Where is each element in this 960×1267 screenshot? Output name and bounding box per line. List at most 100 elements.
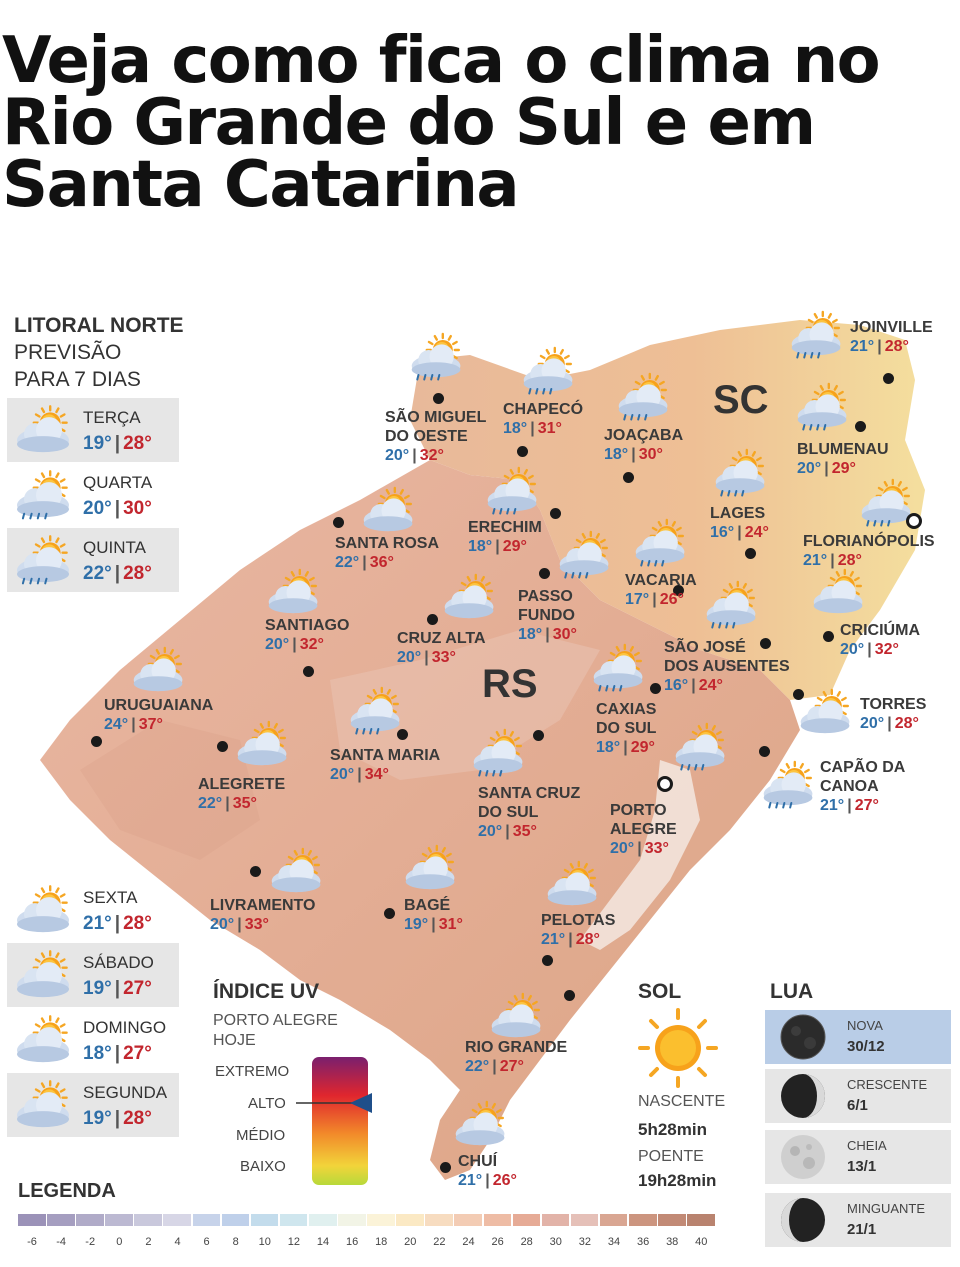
legend-tick: 16 [345, 1236, 359, 1248]
city-marker-icon[interactable] [542, 955, 553, 966]
city-marker-icon[interactable] [533, 730, 544, 741]
city-rio-grande[interactable]: RIO GRANDE 22° | 27° [465, 1038, 567, 1076]
city-max: 24° [744, 524, 769, 541]
city-porto-alegre[interactable]: PORTO ALEGRE 20° | 33° [610, 801, 677, 858]
city-marker-icon[interactable] [564, 990, 575, 1001]
city-marker-icon[interactable] [303, 666, 314, 677]
city-lages[interactable]: LAGES 16° | 24° [710, 504, 769, 542]
forecast-day-temps: 19° | 28° [83, 1108, 152, 1129]
city-temps: 18° | 30° [518, 626, 577, 643]
sun-rain-icon [520, 346, 578, 400]
city-livramento[interactable]: LIVRAMENTO 20° | 33° [210, 896, 315, 934]
city-max: 31° [537, 420, 562, 437]
city-marker-icon[interactable] [384, 908, 395, 919]
uv-level-extremo: EXTREMO [215, 1063, 290, 1080]
partly-cloudy-icon [797, 688, 855, 742]
forecast-day-1: QUARTA 20° | 30° [7, 463, 179, 527]
city-caxias-do-sul[interactable]: CAXIAS DO SUL 18° | 29° [596, 700, 656, 757]
city-marker-icon[interactable] [793, 689, 804, 700]
city-chapeco[interactable]: CHAPECÓ 18° | 31° [503, 400, 583, 438]
city-temps: 21° | 28° [803, 552, 862, 569]
city-min: 20° [797, 460, 822, 477]
city-marker-icon[interactable] [673, 585, 684, 596]
city-marker-icon[interactable] [855, 421, 866, 432]
city-marker-icon[interactable] [650, 683, 661, 694]
city-marker-icon[interactable] [517, 446, 528, 457]
sun-rain-icon [760, 760, 818, 814]
city-marker-icon[interactable] [539, 568, 550, 579]
city-pelotas[interactable]: PELOTAS 21° | 28° [541, 911, 615, 949]
city-joinville[interactable]: JOINVILLE 21° | 28° [850, 318, 933, 356]
city-marker-icon[interactable] [333, 517, 344, 528]
city-sao-jose-dos-ausentes[interactable]: SÃO JOSÉ DOS AUSENTES 16° | 24° [664, 638, 790, 695]
legend-tick: 4 [174, 1236, 181, 1248]
city-blumenau[interactable]: BLUMENAU 20° | 29° [797, 440, 889, 478]
city-marker-icon[interactable] [440, 1162, 451, 1173]
city-max: 31° [438, 916, 463, 933]
city-max: 32° [874, 641, 899, 658]
city-min: 19° [404, 916, 429, 933]
city-marker-icon[interactable] [759, 746, 770, 757]
city-vacaria[interactable]: VACARIA 17° | 26° [625, 571, 697, 609]
city-capao-da-canoa[interactable]: CAPÃO DA CANOA 21° | 27° [820, 758, 905, 815]
capital-marker-icon[interactable] [657, 776, 673, 792]
city-temps: 20° | 32° [840, 641, 899, 658]
partly-cloudy-icon [13, 1014, 75, 1070]
city-min: 18° [503, 420, 528, 437]
city-santa-rosa[interactable]: SANTA ROSA 22° | 36° [335, 534, 439, 572]
forecast-day-name: QUINTA [83, 538, 146, 557]
uv-level-medio: MÉDIO [236, 1127, 286, 1144]
city-marker-icon[interactable] [550, 508, 561, 519]
city-marker-icon[interactable] [91, 736, 102, 747]
city-passo-fundo[interactable]: PASSO FUNDO 18° | 30° [518, 587, 577, 644]
city-alegrete[interactable]: ALEGRETE 22° | 35° [198, 775, 285, 813]
city-name: JOINVILLE [850, 319, 933, 336]
forecast-day-temps: 18° | 27° [83, 1043, 152, 1064]
city-marker-icon[interactable] [760, 638, 771, 649]
city-erechim[interactable]: ERECHIM 18° | 29° [468, 518, 542, 556]
city-name: PORTO [610, 802, 667, 819]
city-temps: 22° | 36° [335, 554, 394, 571]
city-marker-icon[interactable] [623, 472, 634, 483]
legend-color-cell [687, 1214, 715, 1226]
city-marker-icon[interactable] [745, 548, 756, 559]
city-marker-icon[interactable] [397, 729, 408, 740]
city-sao-miguel-do-oeste[interactable]: SÃO MIGUEL DO OESTE 20° | 32° [385, 408, 486, 465]
city-bage[interactable]: BAGÉ 19° | 31° [404, 896, 463, 934]
city-cruz-alta[interactable]: CRUZ ALTA 20° | 33° [397, 629, 486, 667]
legend-tick: 34 [607, 1236, 621, 1248]
forecast-day-name: SEXTA [83, 888, 138, 907]
city-santa-cruz-do-sul[interactable]: SANTA CRUZ DO SUL 20° | 35° [478, 784, 580, 841]
city-marker-icon[interactable] [433, 393, 444, 404]
city-name: BLUMENAU [797, 441, 889, 458]
capital-marker-icon[interactable] [906, 513, 922, 529]
moon-phase-3: MINGUANTE 21/1 [765, 1193, 951, 1247]
forecast-day-temps: 19° | 28° [83, 433, 152, 454]
city-min: 22° [335, 554, 360, 571]
city-santa-maria[interactable]: SANTA MARIA 20° | 34° [330, 746, 440, 784]
city-santiago[interactable]: SANTIAGO 20° | 32° [265, 616, 349, 654]
city-marker-icon[interactable] [883, 373, 894, 384]
city-florianopolis[interactable]: FLORIANÓPOLIS 21° | 28° [803, 532, 935, 570]
city-min: 20° [265, 636, 290, 653]
forecast-day-3: SEXTA 21° | 28° [7, 878, 179, 942]
city-min: 20° [397, 649, 422, 666]
city-joacaba[interactable]: JOAÇABA 18° | 30° [604, 426, 683, 464]
region-label-rs: RS [482, 662, 538, 706]
city-marker-icon[interactable] [427, 614, 438, 625]
sun-rain-icon [590, 643, 648, 697]
forecast-day-6: SEGUNDA 19° | 28° [7, 1073, 179, 1137]
legend-color-cell [308, 1214, 337, 1226]
city-marker-icon[interactable] [823, 631, 834, 642]
city-chui[interactable]: CHUÍ 21° | 26° [458, 1152, 517, 1190]
sun-rain-icon [408, 332, 466, 386]
city-marker-icon[interactable] [250, 866, 261, 877]
legend-tick: 10 [258, 1236, 271, 1248]
city-criciuma[interactable]: CRICIÚMA 20° | 32° [840, 621, 920, 659]
city-torres[interactable]: TORRES 20° | 28° [860, 695, 926, 733]
city-max: 34° [364, 766, 389, 783]
moon-phase-name: NOVA [847, 1018, 883, 1033]
city-marker-icon[interactable] [217, 741, 228, 752]
city-uruguaiana[interactable]: URUGUAIANA 24° | 37° [104, 696, 213, 734]
legend-color-cell [658, 1214, 686, 1226]
